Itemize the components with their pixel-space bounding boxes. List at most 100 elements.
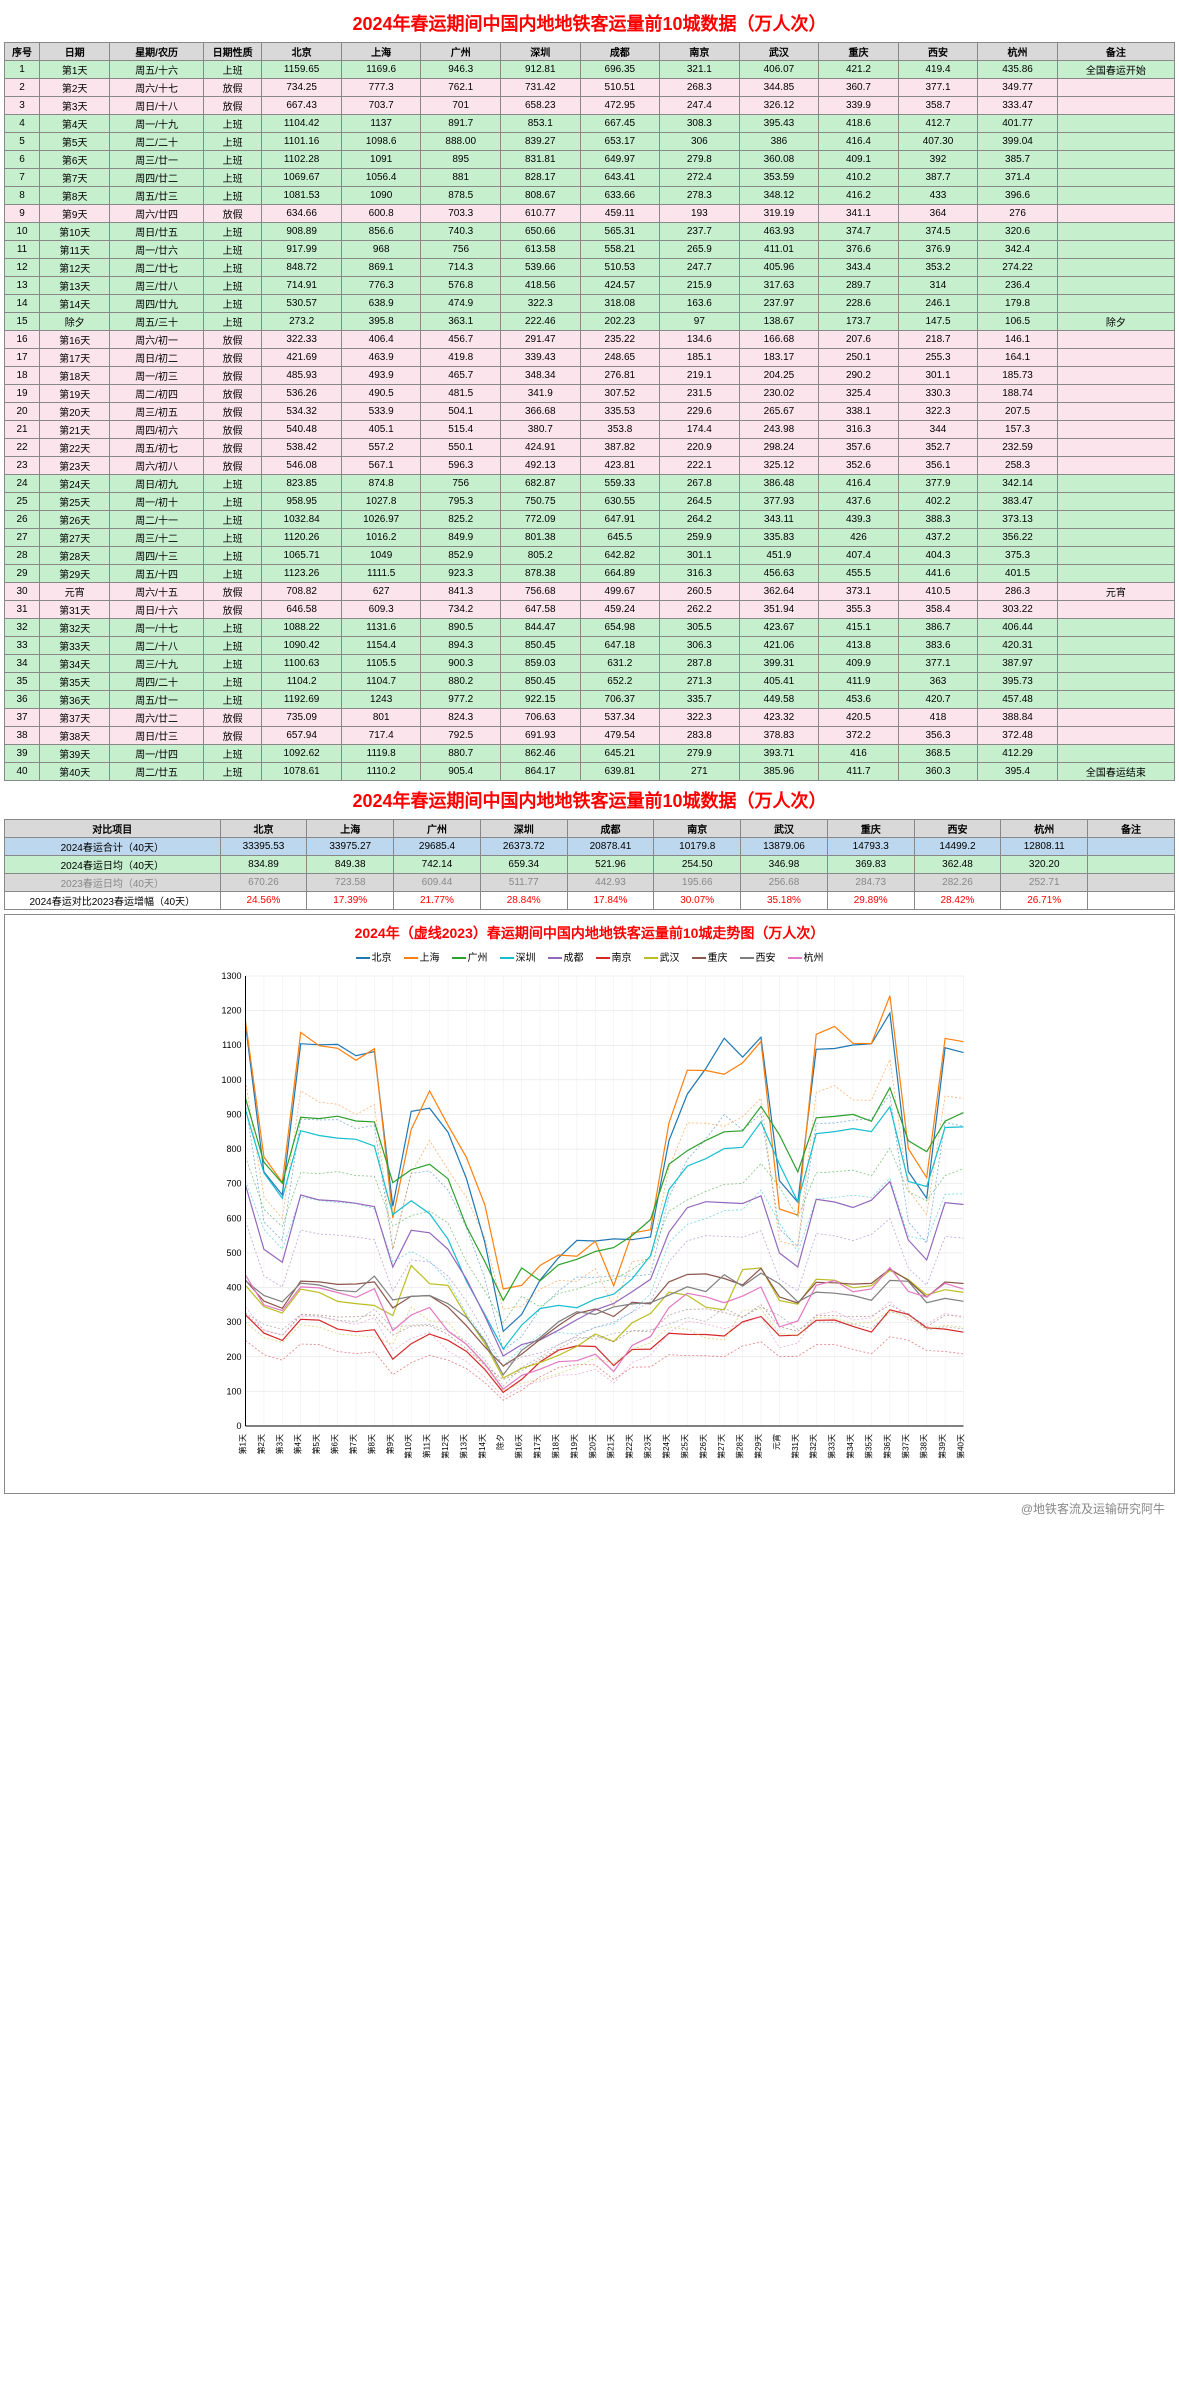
svg-text:元宵: 元宵 bbox=[771, 1434, 781, 1450]
table-row: 37第37天周六/廿二放假735.09801824.3706.63537.343… bbox=[5, 709, 1175, 727]
svg-text:第12天: 第12天 bbox=[440, 1434, 450, 1459]
summary-row: 2024春运日均（40天）834.89849.38742.14659.34521… bbox=[5, 856, 1175, 874]
trend-chart: 2024年（虚线2023）春运期间中国内地地铁客运量前10城走势图（万人次） 北… bbox=[4, 914, 1175, 1494]
svg-text:第4天: 第4天 bbox=[293, 1434, 303, 1454]
table-row: 38第38天周日/廿三放假657.94717.4792.5691.93479.5… bbox=[5, 727, 1175, 745]
summary-row: 2024春运对比2023春运增幅（40天）24.56%17.39%21.77%2… bbox=[5, 892, 1175, 910]
col-header: 日期性质 bbox=[203, 43, 261, 61]
table-row: 10第10天周日/廿五上班908.89856.6740.3650.66565.3… bbox=[5, 223, 1175, 241]
table-row: 6第6天周三/廿一上班1102.281091895831.81649.97279… bbox=[5, 151, 1175, 169]
svg-text:第1天: 第1天 bbox=[238, 1434, 248, 1454]
chart-title: 2024年（虚线2023）春运期间中国内地地铁客运量前10城走势图（万人次） bbox=[9, 919, 1170, 947]
col-header: 星期/农历 bbox=[110, 43, 204, 61]
col-header: 备注 bbox=[1057, 43, 1174, 61]
svg-text:第23天: 第23天 bbox=[643, 1434, 653, 1459]
svg-text:0: 0 bbox=[236, 1421, 241, 1431]
table-row: 29第29天周五/十四上班1123.261111.5923.3878.38664… bbox=[5, 565, 1175, 583]
svg-text:第8天: 第8天 bbox=[366, 1434, 376, 1454]
table-row: 13第13天周三/廿八上班714.91776.3576.8418.56424.5… bbox=[5, 277, 1175, 295]
table-row: 23第23天周六/初八放假546.08567.1596.3492.13423.8… bbox=[5, 457, 1175, 475]
svg-text:600: 600 bbox=[226, 1213, 241, 1223]
table-row: 39第39天周一/廿四上班1092.621119.8880.7862.46645… bbox=[5, 745, 1175, 763]
table-row: 28第28天周四/十三上班1065.711049852.9805.2642.82… bbox=[5, 547, 1175, 565]
table-row: 18第18天周一/初三放假485.93493.9465.7348.34276.8… bbox=[5, 367, 1175, 385]
table-row: 3第3天周日/十八放假667.43703.7701658.23472.95247… bbox=[5, 97, 1175, 115]
table-row: 5第5天周二/二十上班1101.161098.6888.00839.27653.… bbox=[5, 133, 1175, 151]
col-header: 广州 bbox=[421, 43, 501, 61]
table-row: 35第35天周四/二十上班1104.21104.7880.2850.45652.… bbox=[5, 673, 1175, 691]
svg-text:第39天: 第39天 bbox=[937, 1434, 947, 1459]
svg-text:第10天: 第10天 bbox=[403, 1434, 413, 1459]
svg-text:第32天: 第32天 bbox=[808, 1434, 818, 1459]
svg-text:200: 200 bbox=[226, 1352, 241, 1362]
svg-text:除夕: 除夕 bbox=[495, 1434, 505, 1450]
col-header: 武汉 bbox=[739, 43, 819, 61]
svg-text:第7天: 第7天 bbox=[348, 1434, 358, 1454]
table-row: 27第27天周三/十二上班1120.261016.2849.9801.38645… bbox=[5, 529, 1175, 547]
col-header: 西安 bbox=[898, 43, 978, 61]
svg-text:100: 100 bbox=[226, 1386, 241, 1396]
table-row: 1第1天周五/十六上班1159.651169.6946.3912.81696.3… bbox=[5, 61, 1175, 79]
svg-text:1000: 1000 bbox=[221, 1075, 241, 1085]
svg-text:800: 800 bbox=[226, 1144, 241, 1154]
table-row: 21第21天周四/初六放假540.48405.1515.4380.7353.81… bbox=[5, 421, 1175, 439]
table-row: 2第2天周六/十七放假734.25777.3762.1731.42510.512… bbox=[5, 79, 1175, 97]
svg-text:1200: 1200 bbox=[221, 1006, 241, 1016]
col-header: 重庆 bbox=[819, 43, 899, 61]
svg-text:第19天: 第19天 bbox=[569, 1434, 579, 1459]
svg-text:第17天: 第17天 bbox=[532, 1434, 542, 1459]
svg-text:第11天: 第11天 bbox=[422, 1434, 432, 1458]
svg-text:第6天: 第6天 bbox=[330, 1434, 340, 1454]
table-row: 19第19天周二/初四放假536.26490.5481.5341.9307.52… bbox=[5, 385, 1175, 403]
table-row: 30元宵周六/十五放假708.82627841.3756.68499.67260… bbox=[5, 583, 1175, 601]
svg-text:第20天: 第20天 bbox=[587, 1434, 597, 1459]
svg-text:第13天: 第13天 bbox=[458, 1434, 468, 1459]
svg-text:第36天: 第36天 bbox=[882, 1434, 892, 1459]
summary-row: 2023春运日均（40天）670.26723.58609.44511.77442… bbox=[5, 874, 1175, 892]
table-row: 8第8天周五/廿三上班1081.531090878.5808.67633.662… bbox=[5, 187, 1175, 205]
col-header: 序号 bbox=[5, 43, 40, 61]
col-header: 成都 bbox=[580, 43, 660, 61]
svg-text:第16天: 第16天 bbox=[514, 1434, 524, 1459]
table-row: 4第4天周一/十九上班1104.421137891.7853.1667.4530… bbox=[5, 115, 1175, 133]
svg-text:第40天: 第40天 bbox=[956, 1434, 966, 1459]
svg-text:第9天: 第9天 bbox=[385, 1434, 395, 1454]
summary-row: 2024春运合计（40天）33395.5333975.2729685.42637… bbox=[5, 838, 1175, 856]
col-header: 北京 bbox=[262, 43, 342, 61]
svg-text:第29天: 第29天 bbox=[753, 1434, 763, 1459]
footer-credit: @地铁客流及运输研究阿牛 bbox=[4, 1494, 1175, 1523]
table-row: 25第25天周一/初十上班958.951027.8795.3750.75630.… bbox=[5, 493, 1175, 511]
table-row: 34第34天周三/十九上班1100.631105.5900.3859.03631… bbox=[5, 655, 1175, 673]
data-table: 序号日期星期/农历日期性质北京上海广州深圳成都南京武汉重庆西安杭州备注 1第1天… bbox=[4, 42, 1175, 781]
svg-text:第27天: 第27天 bbox=[716, 1434, 726, 1459]
svg-text:400: 400 bbox=[226, 1283, 241, 1293]
table-row: 31第31天周日/十六放假646.58609.3734.2647.58459.2… bbox=[5, 601, 1175, 619]
table-row: 20第20天周三/初五放假534.32533.9504.1366.68335.5… bbox=[5, 403, 1175, 421]
line-chart-svg: 0100200300400500600700800900100011001200… bbox=[9, 966, 1170, 1486]
svg-text:第25天: 第25天 bbox=[679, 1434, 689, 1459]
svg-text:第14天: 第14天 bbox=[477, 1434, 487, 1459]
table-row: 17第17天周日/初二放假421.69463.9419.8339.43248.6… bbox=[5, 349, 1175, 367]
svg-text:第2天: 第2天 bbox=[256, 1434, 266, 1454]
summary-title: 2024年春运期间中国内地地铁客运量前10城数据（万人次） bbox=[4, 781, 1175, 819]
svg-text:第21天: 第21天 bbox=[606, 1434, 616, 1459]
svg-text:第38天: 第38天 bbox=[919, 1434, 929, 1459]
svg-text:第37天: 第37天 bbox=[900, 1434, 910, 1459]
table-row: 16第16天周六/初一放假322.33406.4456.7291.47235.2… bbox=[5, 331, 1175, 349]
col-header: 上海 bbox=[341, 43, 421, 61]
svg-text:300: 300 bbox=[226, 1317, 241, 1327]
table-row: 40第40天周二/廿五上班1078.611110.2905.4864.17639… bbox=[5, 763, 1175, 781]
table-row: 7第7天周四/廿二上班1069.671056.4881828.17643.412… bbox=[5, 169, 1175, 187]
col-header: 深圳 bbox=[501, 43, 581, 61]
svg-text:第22天: 第22天 bbox=[624, 1434, 634, 1459]
svg-text:1100: 1100 bbox=[222, 1040, 241, 1050]
table-row: 32第32天周一/十七上班1088.221131.6890.5844.47654… bbox=[5, 619, 1175, 637]
svg-text:第24天: 第24天 bbox=[661, 1434, 671, 1459]
svg-text:第33天: 第33天 bbox=[827, 1434, 837, 1459]
svg-text:第5天: 第5天 bbox=[311, 1434, 321, 1454]
svg-text:第34天: 第34天 bbox=[845, 1434, 855, 1459]
svg-text:第28天: 第28天 bbox=[735, 1434, 745, 1459]
svg-text:第18天: 第18天 bbox=[550, 1434, 560, 1459]
svg-text:第26天: 第26天 bbox=[698, 1434, 708, 1459]
col-header: 日期 bbox=[40, 43, 110, 61]
